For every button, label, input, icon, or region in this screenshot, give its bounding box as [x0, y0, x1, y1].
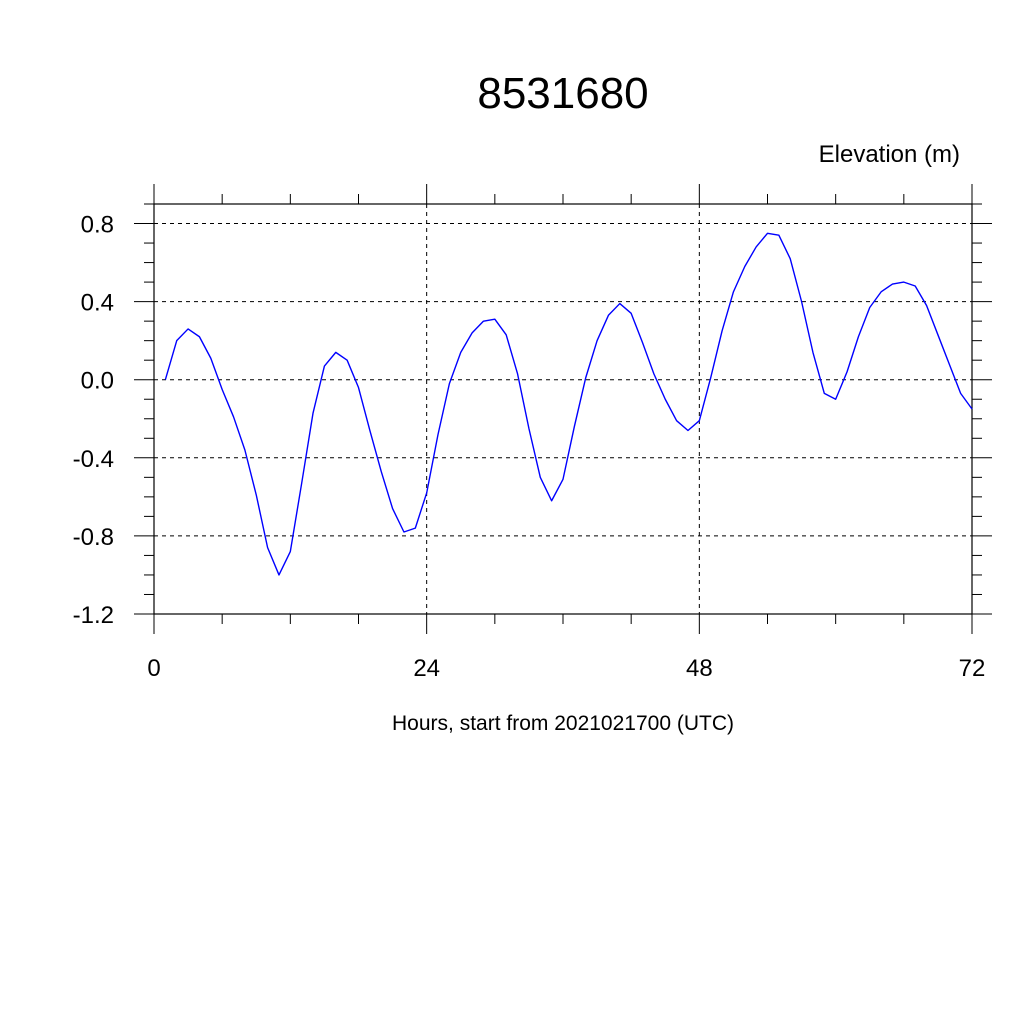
- series-group: [164, 232, 973, 576]
- y-tick-label: -0.4: [73, 446, 114, 473]
- chart-title: 8531680: [477, 69, 648, 118]
- y-tick-label: 0.4: [81, 290, 114, 317]
- elevation-line: [164, 232, 973, 576]
- tick-labels: 0 24 48 72 -1.2 -0.8 -0.4 0.0 0.4 0.8: [73, 212, 986, 682]
- units-label: Elevation (m): [819, 141, 960, 168]
- x-tick-label: 48: [686, 655, 713, 682]
- y-tick-label: 0.8: [81, 212, 114, 239]
- x-tick-label: 72: [959, 655, 986, 682]
- plot-border: [153, 203, 973, 615]
- y-tick-label: -1.2: [73, 602, 114, 629]
- axis-ticks: [134, 184, 992, 634]
- x-tick-label: 0: [147, 655, 160, 682]
- plot-frame: [153, 203, 973, 615]
- y-tick-label: 0.0: [81, 368, 114, 395]
- y-tick-label: -0.8: [73, 524, 114, 551]
- grid-lines: [154, 204, 972, 615]
- x-tick-label: 24: [413, 655, 440, 682]
- x-axis-label: Hours, start from 2021021700 (UTC): [392, 712, 734, 735]
